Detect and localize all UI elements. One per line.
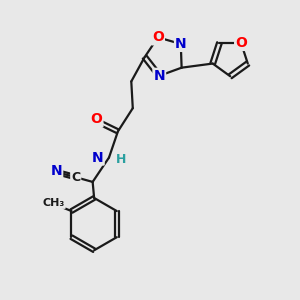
Text: H: H [116, 153, 126, 167]
Text: N: N [154, 69, 165, 83]
Text: CH₃: CH₃ [43, 198, 65, 208]
Text: N: N [92, 151, 103, 164]
Text: O: O [91, 112, 102, 127]
Text: C: C [71, 171, 80, 184]
Text: O: O [235, 36, 247, 50]
Text: O: O [152, 30, 164, 44]
Text: N: N [175, 37, 187, 51]
Text: N: N [51, 164, 62, 178]
